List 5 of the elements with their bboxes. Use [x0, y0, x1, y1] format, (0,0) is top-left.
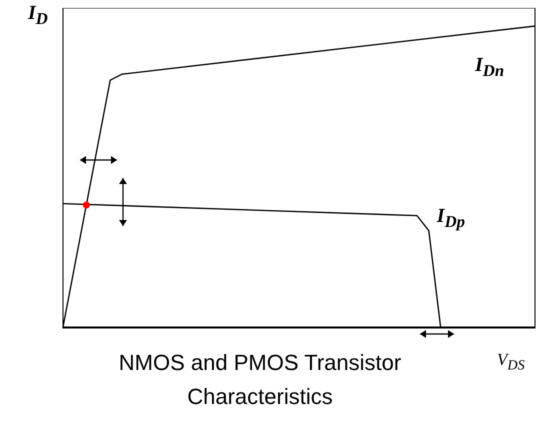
series-label: I$_{Dn}$: [475, 54, 504, 82]
y-axis-title: I$_{D}$: [28, 2, 48, 29]
x-axis-title: V$_{DS}$: [497, 350, 525, 374]
text: NMOS and PMOS Transistor Characteristics: [118, 349, 402, 411]
series-label: I$_{Dp}$: [436, 205, 465, 232]
